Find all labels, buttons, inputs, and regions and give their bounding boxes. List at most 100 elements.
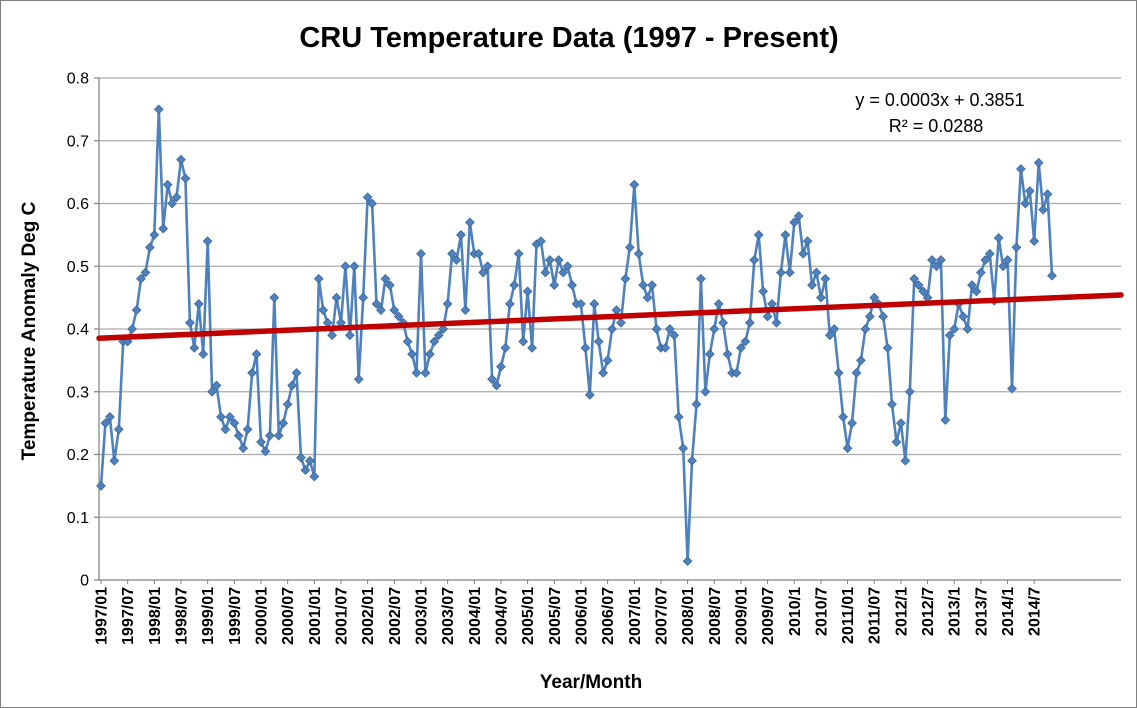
data-point-marker (349, 261, 360, 272)
x-tick-label: 2004/01 (467, 587, 484, 645)
data-point-marker (331, 292, 342, 303)
x-tick-label: 2005/07 (547, 587, 564, 645)
data-point-marker (340, 261, 351, 272)
data-point-marker (851, 368, 862, 378)
data-point-marker (407, 349, 417, 359)
data-point-marker (162, 179, 173, 190)
data-point-marker (229, 418, 240, 428)
data-point-marker (256, 437, 266, 447)
data-point-marker (976, 267, 986, 278)
x-tick-label: 2013/1 (947, 587, 964, 636)
data-point-marker (616, 317, 626, 328)
x-tick-label: 1997/07 (120, 587, 137, 645)
data-point-marker (980, 255, 991, 265)
data-point-marker (300, 465, 311, 476)
data-point-marker (780, 230, 791, 240)
data-point-marker (731, 368, 742, 378)
data-point-marker (993, 233, 1004, 243)
data-point-marker (549, 280, 560, 290)
data-point-marker (744, 317, 755, 328)
data-point-marker (327, 330, 337, 341)
data-point-marker (1029, 236, 1040, 247)
trendline-equation-label: y = 0.0003x + 0.3851 (855, 90, 1024, 110)
data-point-marker (491, 380, 502, 391)
data-point-marker (473, 248, 484, 259)
data-point-marker (420, 368, 431, 378)
x-tick-label: 2002/07 (387, 587, 404, 645)
y-tick-label: 0.1 (67, 510, 89, 527)
gridlines (99, 77, 1121, 518)
data-point-marker (318, 305, 329, 316)
data-point-marker (353, 374, 364, 385)
data-point-marker (442, 299, 453, 309)
data-point-marker (709, 324, 720, 334)
data-point-marker (758, 286, 769, 297)
data-point-marker (1042, 189, 1053, 199)
data-point-marker (113, 424, 124, 435)
data-point-marker (185, 317, 195, 328)
x-tick-label: 2010/1 (787, 587, 804, 636)
data-point-marker (864, 311, 875, 322)
data-point-marker (611, 305, 622, 316)
data-point-marker (998, 261, 1008, 272)
data-point-marker (278, 418, 289, 428)
data-point-marker (145, 242, 155, 253)
data-point-marker (687, 455, 697, 466)
data-point-marker (664, 324, 675, 334)
data-point-marker (824, 330, 835, 341)
data-point-marker (944, 330, 955, 341)
data-point-marker (940, 415, 951, 425)
data-point-marker (451, 255, 462, 265)
data-point-marker (296, 452, 306, 463)
data-point-marker (402, 336, 413, 347)
data-point-marker (958, 311, 968, 322)
data-point-marker (904, 386, 915, 397)
data-point-marker (887, 399, 897, 410)
data-point-marker (105, 411, 115, 422)
data-point-marker (607, 324, 617, 334)
data-point-marker (242, 424, 253, 435)
data-point-marker (896, 418, 906, 428)
data-point-marker (1020, 198, 1031, 209)
data-point-marker (216, 411, 226, 422)
y-tick-labels: 0 0.1 0.2 0.3 0.4 0.5 0.6 0.7 0.8 (67, 71, 89, 590)
data-point-marker (936, 255, 946, 265)
data-point-marker (149, 230, 160, 240)
data-point-marker (602, 355, 613, 366)
data-point-marker (527, 342, 537, 353)
data-point-marker (309, 471, 320, 482)
data-point-marker (429, 336, 440, 347)
data-point-marker (287, 380, 297, 391)
data-point-marker (753, 230, 764, 240)
data-point-marker (673, 411, 684, 422)
data-point-marker (736, 342, 746, 353)
data-point-marker (478, 267, 489, 278)
x-tick-label: 2003/07 (440, 587, 457, 645)
data-point-marker (927, 255, 937, 265)
data-point-marker (784, 267, 795, 278)
data-point-marker (580, 342, 591, 353)
data-point-marker (265, 430, 275, 441)
data-point-marker (856, 355, 866, 366)
x-tick-label: 2011/01 (840, 587, 857, 644)
data-point-marker (820, 273, 831, 284)
chart-title: CRU Temperature Data (1997 - Present) (299, 22, 838, 54)
y-axis-title: Temperature Anomaly Deg C (19, 201, 40, 460)
data-point-marker (740, 336, 751, 347)
data-point-marker (624, 242, 635, 253)
data-point-marker (313, 273, 324, 284)
x-tick-label: 2014/1 (1000, 587, 1017, 636)
data-point-marker (482, 261, 493, 272)
data-point-marker (158, 223, 169, 234)
x-tick-label: 2000/07 (280, 587, 297, 645)
data-point-marker (513, 248, 524, 259)
data-point-marker (460, 305, 471, 316)
data-point-marker (393, 311, 404, 322)
data-point-marker (1011, 242, 1022, 253)
data-point-marker (193, 299, 204, 309)
data-point-marker (558, 267, 569, 278)
data-point-marker (371, 299, 382, 309)
data-point-marker (1033, 157, 1044, 168)
data-point-marker (802, 236, 813, 247)
